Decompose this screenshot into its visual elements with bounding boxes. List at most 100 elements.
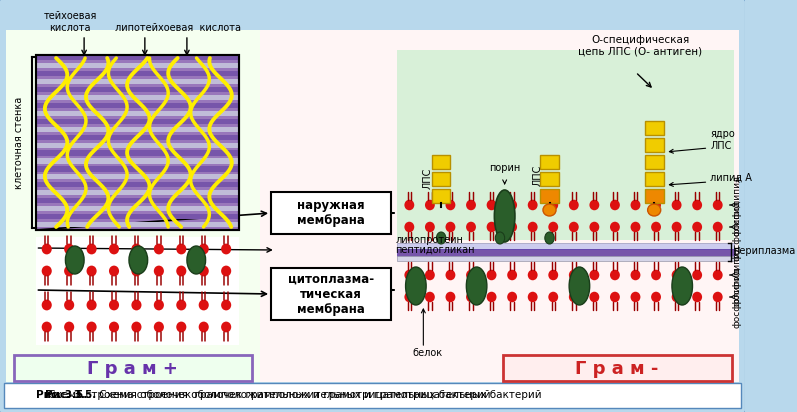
Ellipse shape bbox=[548, 222, 558, 232]
Bar bbox=[397, 256, 733, 261]
Bar bbox=[37, 119, 238, 124]
Ellipse shape bbox=[494, 190, 515, 242]
Ellipse shape bbox=[109, 322, 119, 332]
Ellipse shape bbox=[610, 222, 620, 232]
Bar bbox=[37, 166, 238, 171]
Ellipse shape bbox=[109, 300, 119, 310]
Bar bbox=[37, 143, 238, 147]
Ellipse shape bbox=[404, 222, 414, 232]
Ellipse shape bbox=[221, 243, 231, 254]
Bar bbox=[14, 355, 253, 381]
Text: О-специфическая
цепь ЛПС (О- антиген): О-специфическая цепь ЛПС (О- антиген) bbox=[578, 35, 702, 56]
Ellipse shape bbox=[446, 222, 455, 232]
Bar bbox=[432, 155, 450, 169]
Ellipse shape bbox=[487, 222, 497, 232]
Bar bbox=[37, 55, 238, 60]
Ellipse shape bbox=[176, 266, 186, 276]
Text: липид А: липид А bbox=[710, 173, 752, 183]
Bar bbox=[37, 182, 238, 187]
Bar bbox=[37, 126, 238, 132]
Bar bbox=[36, 237, 239, 345]
Ellipse shape bbox=[548, 200, 558, 210]
Bar bbox=[540, 155, 559, 169]
Ellipse shape bbox=[109, 243, 119, 254]
Ellipse shape bbox=[507, 200, 517, 210]
Bar bbox=[37, 222, 238, 227]
Ellipse shape bbox=[672, 200, 681, 210]
Ellipse shape bbox=[129, 246, 147, 274]
Text: тейхоевая
кислота: тейхоевая кислота bbox=[43, 12, 96, 33]
Bar bbox=[37, 174, 238, 180]
Ellipse shape bbox=[610, 200, 620, 210]
Ellipse shape bbox=[507, 270, 517, 280]
Ellipse shape bbox=[176, 300, 186, 310]
Ellipse shape bbox=[543, 204, 556, 216]
Ellipse shape bbox=[713, 222, 723, 232]
Ellipse shape bbox=[446, 270, 455, 280]
Bar bbox=[37, 63, 238, 68]
Ellipse shape bbox=[569, 200, 579, 210]
Bar bbox=[6, 30, 260, 382]
Ellipse shape bbox=[176, 322, 186, 332]
Text: Схема строения оболочек грамположительных и грамотрицательных бактерий: Схема строения оболочек грамположительны… bbox=[96, 391, 542, 400]
Ellipse shape bbox=[693, 200, 702, 210]
Bar bbox=[397, 50, 733, 240]
Text: ЛПС: ЛПС bbox=[423, 167, 433, 189]
Ellipse shape bbox=[548, 270, 558, 280]
Ellipse shape bbox=[528, 200, 538, 210]
Ellipse shape bbox=[404, 270, 414, 280]
Ellipse shape bbox=[651, 200, 661, 210]
Ellipse shape bbox=[466, 222, 476, 232]
Bar bbox=[37, 95, 238, 100]
Bar bbox=[37, 158, 238, 164]
Ellipse shape bbox=[466, 200, 476, 210]
Ellipse shape bbox=[466, 267, 487, 305]
Bar bbox=[271, 268, 391, 320]
Bar bbox=[37, 87, 238, 92]
Bar bbox=[36, 55, 239, 230]
Ellipse shape bbox=[693, 222, 702, 232]
Ellipse shape bbox=[87, 322, 96, 332]
Ellipse shape bbox=[176, 243, 186, 254]
Ellipse shape bbox=[41, 322, 52, 332]
Ellipse shape bbox=[672, 270, 681, 280]
Bar bbox=[503, 355, 732, 381]
Bar bbox=[645, 172, 664, 186]
Bar bbox=[271, 192, 391, 234]
Ellipse shape bbox=[437, 232, 446, 244]
Ellipse shape bbox=[65, 246, 84, 274]
Ellipse shape bbox=[648, 204, 661, 216]
Ellipse shape bbox=[487, 270, 497, 280]
Bar bbox=[645, 138, 664, 152]
Ellipse shape bbox=[64, 243, 74, 254]
Ellipse shape bbox=[198, 322, 209, 332]
Ellipse shape bbox=[528, 222, 538, 232]
Ellipse shape bbox=[569, 270, 579, 280]
Ellipse shape bbox=[109, 266, 119, 276]
Ellipse shape bbox=[495, 232, 505, 244]
Ellipse shape bbox=[425, 200, 435, 210]
Ellipse shape bbox=[590, 292, 599, 302]
Ellipse shape bbox=[713, 270, 723, 280]
Ellipse shape bbox=[651, 270, 661, 280]
Bar bbox=[540, 189, 559, 203]
Text: порин: порин bbox=[489, 163, 520, 173]
Text: фосфолипид: фосфолипид bbox=[732, 244, 742, 306]
Ellipse shape bbox=[187, 246, 206, 274]
Text: липопротеин: липопротеин bbox=[395, 235, 463, 245]
Ellipse shape bbox=[651, 222, 661, 232]
Text: Г р а м +: Г р а м + bbox=[87, 360, 179, 378]
Ellipse shape bbox=[404, 200, 414, 210]
Ellipse shape bbox=[630, 292, 641, 302]
Bar bbox=[37, 214, 238, 219]
Ellipse shape bbox=[132, 266, 142, 276]
Ellipse shape bbox=[132, 322, 142, 332]
Ellipse shape bbox=[630, 200, 641, 210]
Ellipse shape bbox=[528, 292, 538, 302]
Ellipse shape bbox=[672, 292, 681, 302]
Ellipse shape bbox=[548, 292, 558, 302]
Ellipse shape bbox=[132, 243, 142, 254]
Bar bbox=[4, 383, 741, 408]
Ellipse shape bbox=[630, 222, 641, 232]
Text: цитоплазма-
тическая
мембрана: цитоплазма- тическая мембрана bbox=[288, 272, 374, 316]
